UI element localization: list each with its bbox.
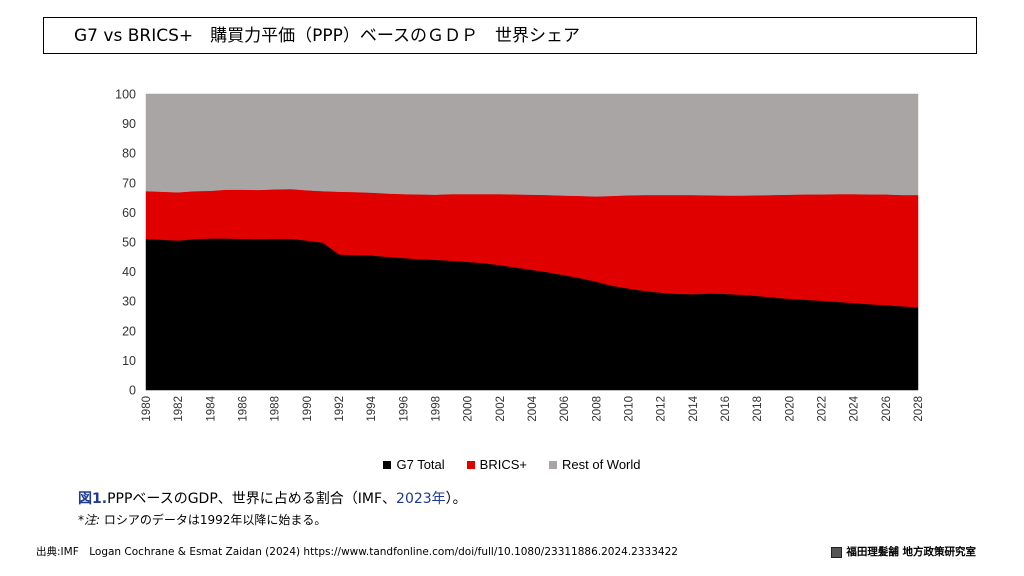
x-tick-label: 2028	[913, 396, 925, 422]
x-tick-label: 2020	[784, 396, 796, 422]
x-tick-label: 2010	[624, 396, 636, 422]
y-tick-label: 80	[122, 147, 136, 161]
caption-suffix: ）。	[445, 491, 467, 507]
x-tick-label: 1998	[431, 396, 443, 422]
x-tick-label: 2014	[688, 395, 700, 421]
legend-item: Rest of World	[549, 456, 641, 474]
legend-item: BRICS+	[466, 456, 527, 474]
x-tick-label: 1996	[398, 396, 410, 422]
caption-text: PPPベースのGDP、世界に占める割合（IMF、	[107, 491, 397, 507]
source-citation: 出典:IMF Logan Cochrane & Esmat Zaidan (20…	[36, 546, 678, 558]
x-tick-label: 2006	[559, 396, 571, 422]
x-tick-label: 2024	[849, 395, 861, 421]
institution-name: 福田理髪舗 地方政策研究室	[846, 546, 976, 558]
legend-item: G7 Total	[383, 456, 445, 474]
x-tick-label: 2012	[656, 396, 668, 422]
x-tick-label: 1984	[205, 395, 217, 421]
y-tick-label: 40	[122, 265, 136, 279]
caption-prefix: 図1.	[78, 491, 108, 507]
x-tick-label: 1980	[141, 396, 153, 422]
x-tick-label: 2022	[817, 396, 829, 422]
chart-legend: G7 Total BRICS+ Rest of World	[0, 456, 1024, 474]
x-tick-label: 2002	[495, 396, 507, 422]
y-tick-label: 10	[122, 354, 136, 368]
x-tick-label: 1986	[238, 396, 250, 422]
legend-swatch	[466, 461, 475, 469]
x-axis: 1980 1982 1984 1986 1988 1990 1992 1994 1996 1998…	[141, 395, 925, 421]
x-tick-label: 1988	[270, 396, 282, 422]
x-tick-label: 2004	[527, 395, 539, 421]
x-tick-label: 1982	[173, 396, 185, 422]
chart-areas	[145, 93, 919, 391]
legend-swatch	[549, 461, 557, 469]
y-tick-label: 70	[122, 176, 136, 190]
x-tick-label: 1994	[366, 395, 378, 421]
y-axis: 0 10 20 30 40 50 60 70 80 90 100	[115, 88, 136, 398]
institution-logo-icon	[831, 546, 843, 558]
footnote-text: ロシアのデータは1992年以降に始まる。	[100, 513, 327, 527]
title-box: G7 vs BRICS+ 購買力平価（PPP）ベースのＧＤＰ 世界シェア	[43, 17, 977, 54]
y-tick-label: 20	[122, 324, 136, 338]
caption-year: 2023年	[396, 491, 446, 507]
legend-label: BRICS+	[479, 457, 527, 472]
x-tick-label: 2018	[752, 396, 764, 422]
y-tick-label: 0	[129, 384, 136, 398]
y-tick-label: 100	[115, 88, 136, 102]
y-tick-label: 60	[122, 206, 136, 220]
x-tick-label: 2000	[463, 396, 475, 422]
x-tick-label: 1990	[302, 396, 314, 422]
x-tick-label: 2016	[720, 396, 732, 422]
y-tick-label: 50	[122, 236, 136, 250]
footnote-label: *注:	[78, 513, 101, 527]
y-tick-label: 30	[122, 295, 136, 309]
legend-label: Rest of World	[562, 457, 641, 472]
area-series-rest-of-world	[145, 93, 919, 197]
x-tick-label: 2008	[591, 396, 603, 422]
legend-label: G7 Total	[396, 457, 445, 472]
x-tick-label: 2026	[881, 396, 893, 422]
x-tick-label: 1992	[334, 396, 346, 422]
legend-swatch	[383, 461, 392, 469]
figure-caption: 図1.PPPベースのGDP、世界に占める割合（IMF、2023年）。	[78, 490, 467, 508]
y-tick-label: 90	[122, 117, 136, 131]
institution-credit: 福田理髪舗 地方政策研究室	[831, 545, 976, 559]
footnote: *注: ロシアのデータは1992年以降に始まる。	[78, 512, 326, 528]
page-title: G7 vs BRICS+ 購買力平価（PPP）ベースのＧＤＰ 世界シェア	[74, 26, 581, 46]
